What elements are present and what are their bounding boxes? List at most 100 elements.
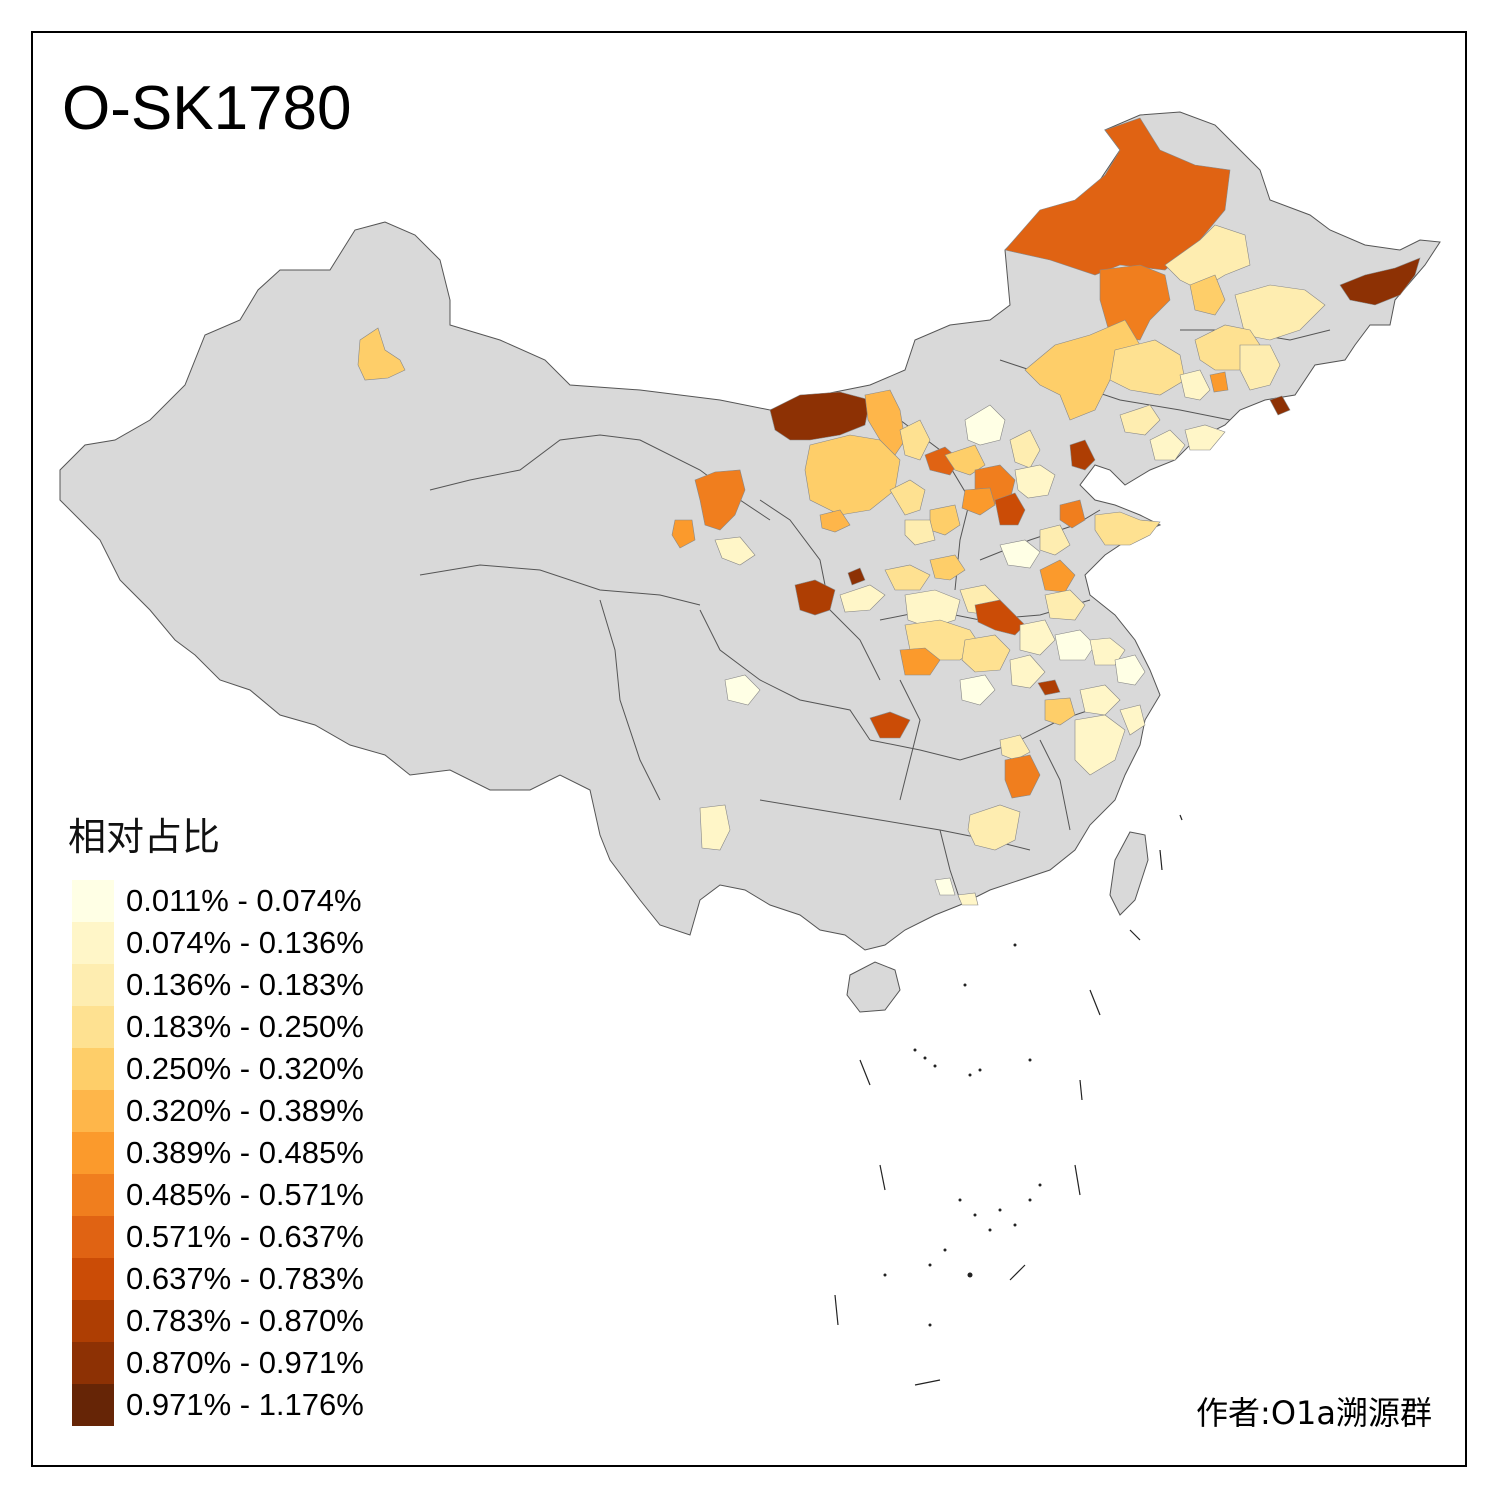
legend-label: 0.011% - 0.074% <box>126 883 362 918</box>
region-fill <box>1209 371 1229 393</box>
region-fill <box>699 804 731 851</box>
region-fill <box>1004 754 1041 799</box>
region-fill <box>957 892 979 906</box>
legend-label: 0.485% - 0.571% <box>126 1177 364 1212</box>
legend-item: 0.136% - 0.183% <box>72 964 412 1006</box>
map-frame <box>31 31 1467 1467</box>
region-fill <box>671 519 696 549</box>
legend-title: 相对占比 <box>68 815 221 859</box>
region-fill <box>794 579 836 616</box>
region-fill <box>1099 264 1171 341</box>
region-fill <box>1014 464 1056 499</box>
south-china-sea-islands <box>883 943 1042 1327</box>
taiwan-island <box>1109 831 1149 916</box>
region-fill <box>1009 429 1041 469</box>
region-fill <box>1149 429 1186 461</box>
region-fill <box>1109 339 1186 396</box>
region-fill <box>904 519 936 546</box>
legend-swatch <box>72 880 114 922</box>
legend-label: 0.183% - 0.250% <box>126 1009 364 1044</box>
map-title: O-SK1780 <box>62 74 352 143</box>
region-fill <box>1059 499 1086 529</box>
region-fill <box>1054 629 1096 661</box>
region-fill <box>1009 654 1046 689</box>
legend-swatch <box>72 1090 114 1132</box>
region-fill <box>1037 679 1061 696</box>
legend-item: 0.485% - 0.571% <box>72 1174 412 1216</box>
region-fill <box>964 404 1006 446</box>
region-fill <box>899 647 941 676</box>
region-fill <box>1179 369 1211 401</box>
legend-item: 0.971% - 1.176% <box>72 1384 412 1426</box>
legend-swatch <box>72 964 114 1006</box>
legend-item: 0.571% - 0.637% <box>72 1216 412 1258</box>
south-china-sea-lines <box>834 814 1183 1386</box>
region-fill <box>1039 524 1071 556</box>
region-fill <box>1089 637 1126 666</box>
legend-label: 0.136% - 0.183% <box>126 967 364 1002</box>
region-fill <box>1119 404 1161 436</box>
region-fill <box>847 567 866 586</box>
region-fill <box>1044 697 1076 726</box>
region-fill <box>1079 684 1121 716</box>
region-fill <box>1269 395 1291 416</box>
author-credit: 作者:O1a溯源群 <box>1196 1394 1432 1432</box>
legend-label: 0.074% - 0.136% <box>126 925 364 960</box>
legend-item: 0.250% - 0.320% <box>72 1048 412 1090</box>
legend-swatch <box>72 1006 114 1048</box>
region-fill <box>1019 619 1056 656</box>
region-fill <box>959 674 996 706</box>
region-fill <box>961 634 1011 673</box>
region-fill <box>804 434 901 516</box>
region-fill <box>889 479 926 516</box>
region-fill <box>1119 704 1146 736</box>
region-fills <box>357 117 1421 906</box>
region-fill <box>1069 439 1096 471</box>
legend-swatch <box>72 1216 114 1258</box>
legend-label: 0.783% - 0.870% <box>126 1303 364 1338</box>
legend-label: 0.870% - 0.971% <box>126 1345 364 1380</box>
region-fill <box>1094 511 1161 546</box>
legend-item: 0.783% - 0.870% <box>72 1300 412 1342</box>
legend-label: 0.571% - 0.637% <box>126 1219 364 1254</box>
legend-swatch <box>72 922 114 964</box>
region-fill <box>357 327 406 381</box>
region-fill <box>899 419 931 461</box>
region-fill <box>994 492 1026 526</box>
region-fill <box>961 487 996 516</box>
hainan-island <box>846 961 901 1013</box>
region-fill <box>869 711 911 739</box>
legend-label: 0.250% - 0.320% <box>126 1051 364 1086</box>
legend-swatch <box>72 1174 114 1216</box>
legend-swatch <box>72 1384 114 1426</box>
legend-swatch <box>72 1258 114 1300</box>
region-fill <box>1234 284 1326 341</box>
region-fill <box>1044 589 1086 621</box>
region-fill <box>1189 274 1226 316</box>
region-fill <box>724 674 761 706</box>
region-fill <box>929 554 966 581</box>
legend-item: 0.183% - 0.250% <box>72 1006 412 1048</box>
region-fill <box>819 509 851 533</box>
legend-item: 0.011% - 0.074% <box>72 880 412 922</box>
region-fill <box>884 564 931 591</box>
region-fill <box>999 539 1041 569</box>
legend-label: 0.320% - 0.389% <box>126 1093 364 1128</box>
region-fill <box>1039 559 1076 593</box>
region-fill <box>694 469 746 531</box>
legend-label: 0.971% - 1.176% <box>126 1387 364 1422</box>
region-fill <box>1239 344 1281 391</box>
region-fill <box>1164 224 1251 291</box>
region-fill <box>1114 654 1146 686</box>
legend-swatch <box>72 1048 114 1090</box>
legend-item: 0.074% - 0.136% <box>72 922 412 964</box>
legend-swatch <box>72 1300 114 1342</box>
legend-label: 0.389% - 0.485% <box>126 1135 364 1170</box>
region-fill <box>1339 257 1421 306</box>
legend-item: 0.389% - 0.485% <box>72 1132 412 1174</box>
region-fill <box>967 804 1021 851</box>
region-fill <box>769 391 871 441</box>
region-fill <box>864 389 906 456</box>
region-fill <box>1184 424 1226 451</box>
legend-swatch <box>72 1342 114 1384</box>
